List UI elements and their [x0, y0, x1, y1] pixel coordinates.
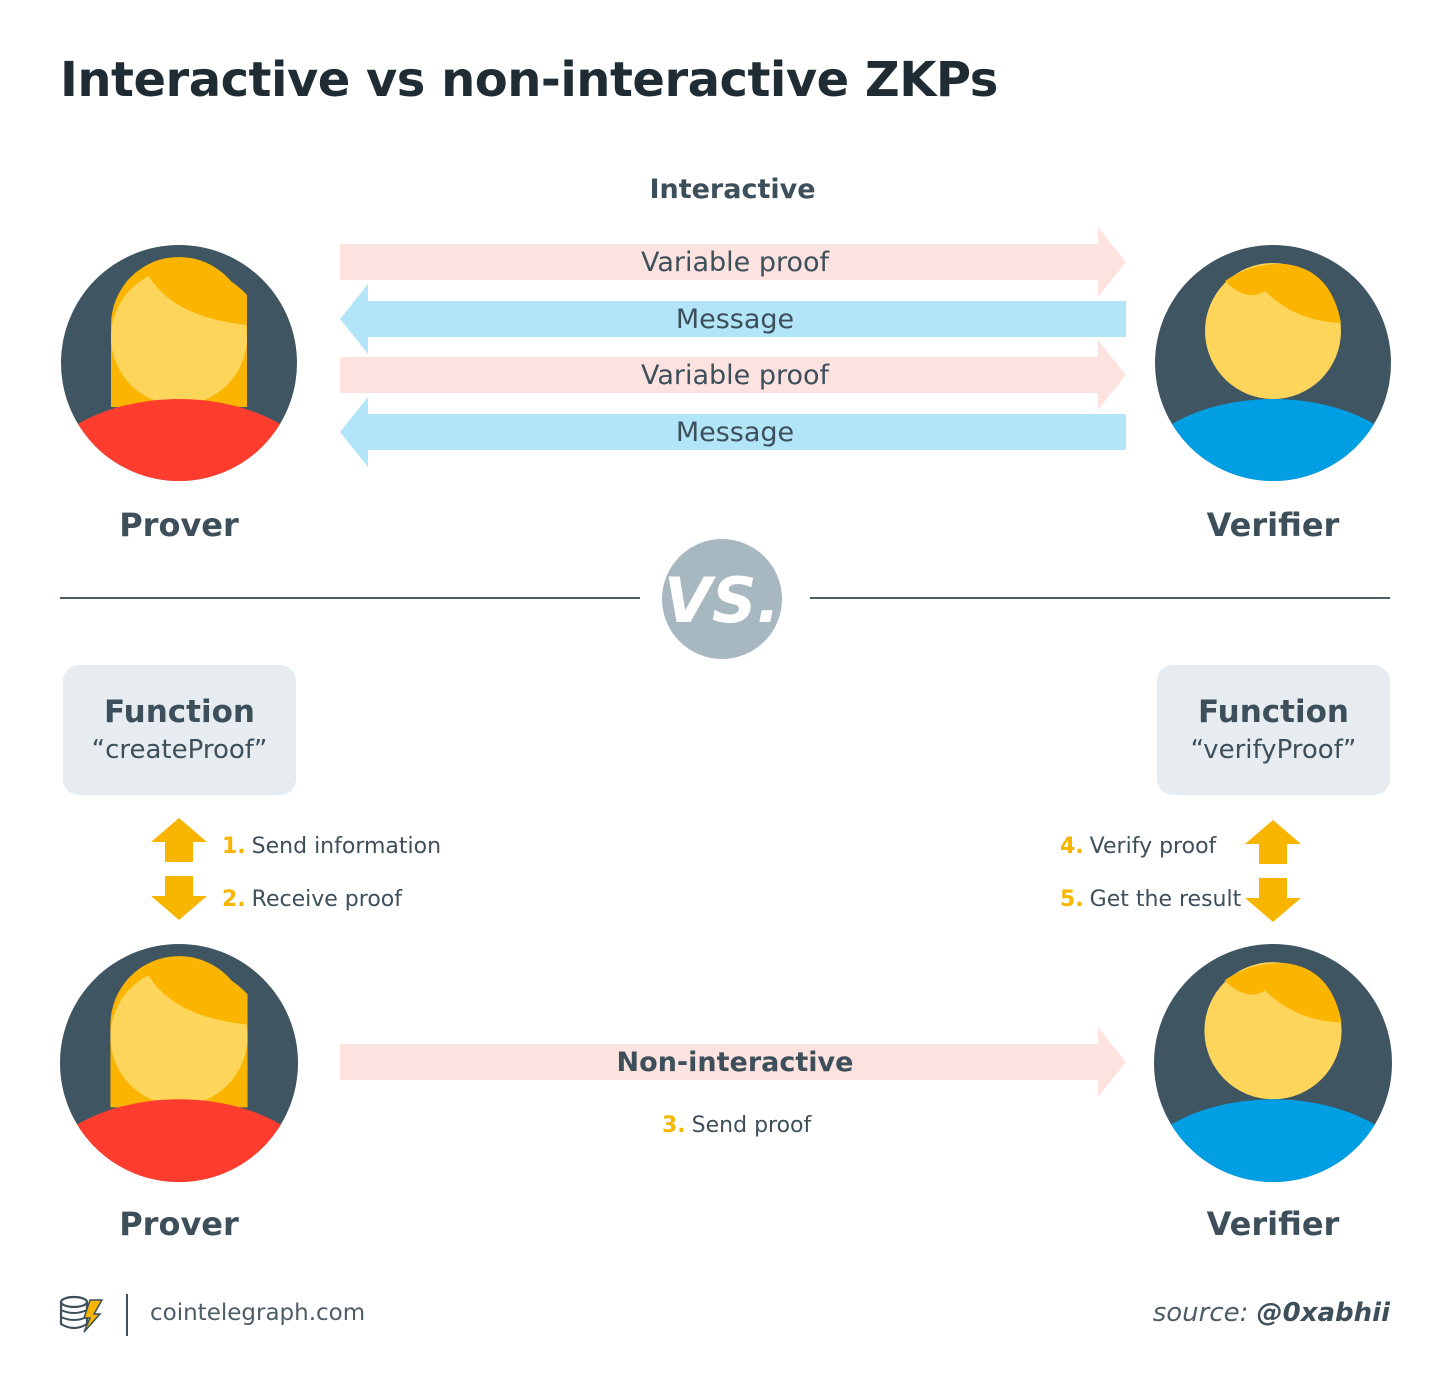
arrow-right-shape [340, 227, 1126, 297]
up-arrow-icon [1245, 820, 1301, 864]
arrow-right-shape [340, 340, 1126, 410]
footer-brand-link[interactable]: cointelegraph.com [150, 1300, 366, 1326]
source-handle: @0xabhii [1256, 1298, 1390, 1328]
step-4: 4. Verify proof [1060, 834, 1216, 859]
arrow-non-interactive: Non-interactive [340, 1027, 1130, 1097]
step-1: 1. Send information [222, 834, 441, 859]
step-number: 5. [1060, 887, 1084, 912]
step-5: 5. Get the result [1060, 887, 1241, 912]
step-number: 3. [662, 1113, 686, 1138]
prover-avatar-icon [61, 245, 297, 481]
divider-right [810, 597, 1390, 599]
function-box-create-proof: Function “createProof” [63, 665, 296, 795]
arrow-left-shape [340, 284, 1126, 354]
prover-label: Prover [119, 506, 239, 544]
step-text: Receive proof [251, 887, 402, 912]
function-box-verify-proof: Function “verifyProof” [1157, 665, 1390, 795]
function-name: “createProof” [91, 735, 268, 765]
function-heading: Function [1198, 694, 1349, 730]
step-3: 3. Send proof [662, 1113, 811, 1138]
source-credit: source: @0xabhii [1153, 1298, 1390, 1328]
arrow-variable-proof-2: Variable proof [340, 340, 1130, 410]
function-heading: Function [104, 694, 255, 730]
step-number: 4. [1060, 834, 1084, 859]
arrow-label: Message [675, 416, 795, 448]
vs-text: VS. [664, 564, 780, 637]
arrow-label: Non-interactive [616, 1046, 854, 1078]
verifier-avatar-icon [1155, 245, 1391, 481]
arrow-label: Message [675, 303, 795, 335]
vs-badge-icon: VS. [662, 539, 782, 659]
footer-separator [126, 1294, 128, 1336]
cointelegraph-logo-icon [59, 1295, 104, 1333]
interactive-section-label: Interactive [649, 174, 816, 205]
prover-label: Prover [119, 1205, 239, 1243]
step-number: 1. [222, 834, 246, 859]
down-arrow-icon [151, 876, 207, 920]
step-text: Send information [251, 834, 442, 859]
arrow-variable-proof-1: Variable proof [340, 227, 1130, 297]
divider-left [60, 597, 640, 599]
arrow-left-shape [340, 397, 1126, 467]
verifier-avatar-icon [1154, 944, 1392, 1182]
arrow-right-shape [340, 1027, 1126, 1097]
step-text: Send proof [691, 1113, 812, 1138]
function-name: “verifyProof” [1190, 735, 1357, 765]
verifier-label: Verifier [1206, 1205, 1340, 1243]
prover-avatar-icon [60, 944, 298, 1182]
step-2: 2. Receive proof [222, 887, 402, 912]
verifier-label: Verifier [1206, 506, 1340, 544]
down-arrow-icon [1245, 878, 1301, 922]
source-prefix: source: [1152, 1298, 1249, 1328]
step-number: 2. [222, 887, 246, 912]
arrow-message-2: Message [340, 397, 1130, 467]
arrow-label: Variable proof [640, 246, 830, 278]
step-text: Get the result [1089, 887, 1242, 912]
arrow-message-1: Message [340, 284, 1130, 354]
up-arrow-icon [151, 818, 207, 862]
step-text: Verify proof [1089, 834, 1217, 859]
arrow-label: Variable proof [640, 359, 830, 391]
page-title: Interactive vs non-interactive ZKPs [60, 52, 998, 108]
